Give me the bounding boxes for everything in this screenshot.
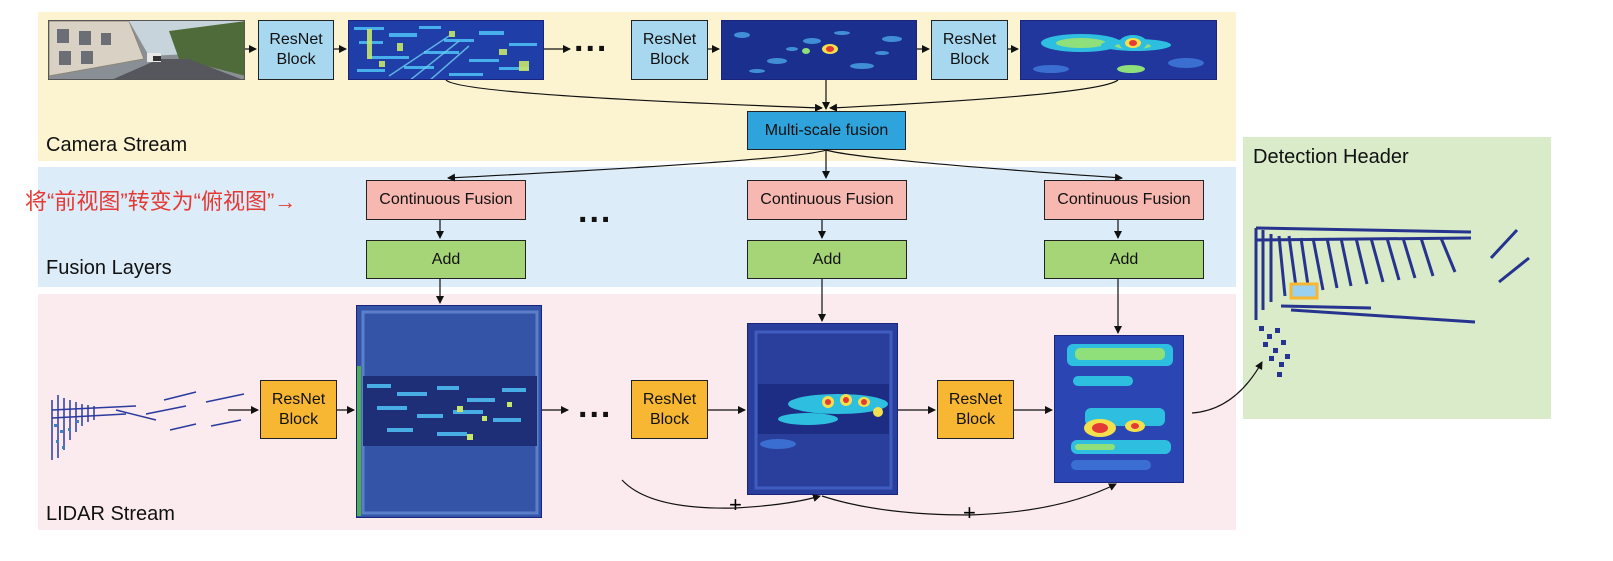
camera-stream-label: Camera Stream: [46, 134, 188, 156]
lidar-feature-map-1: [356, 305, 542, 518]
front-view-to-bev-annotation: 将“前视图”转变为“俯视图”→: [25, 189, 297, 214]
lidar-resnet-block-2: ResNet Block: [631, 380, 708, 439]
lidar-resnet-block-3: ResNet Block: [937, 380, 1014, 439]
lidar-stream-label: LIDAR Stream: [46, 503, 175, 525]
continuous-fusion-box-1: Continuous Fusion: [366, 180, 526, 220]
camera-feature-map-2: [721, 20, 917, 80]
camera-input-image: [48, 20, 245, 80]
detection-header-label: Detection Header: [1253, 146, 1409, 168]
plus-marker-2: +: [963, 500, 976, 525]
fusion-layers-label: Fusion Layers: [46, 257, 172, 279]
continuous-fusion-box-2: Continuous Fusion: [747, 180, 907, 220]
camera-resnet-block-3: ResNet Block: [931, 20, 1008, 80]
camera-feature-map-1: [348, 20, 544, 80]
multi-scale-fusion-box: Multi-scale fusion: [747, 111, 906, 150]
detection-output-point-cloud: [1251, 210, 1543, 382]
plus-marker-1: +: [729, 492, 742, 517]
add-box-3: Add: [1044, 240, 1204, 279]
lidar-feature-map-3: [1054, 335, 1184, 483]
camera-resnet-block-1: ResNet Block: [258, 20, 334, 80]
camera-feature-map-3: [1020, 20, 1217, 80]
camera-resnet-block-2: ResNet Block: [631, 20, 708, 80]
lidar-resnet-block-1: ResNet Block: [260, 380, 337, 439]
lidar-feature-map-2: [747, 323, 898, 495]
add-box-2: Add: [747, 240, 907, 279]
fusion-layers-band: [38, 167, 1236, 287]
lidar-input-point-cloud: [46, 380, 246, 466]
add-box-1: Add: [366, 240, 526, 279]
continuous-fusion-box-3: Continuous Fusion: [1044, 180, 1204, 220]
